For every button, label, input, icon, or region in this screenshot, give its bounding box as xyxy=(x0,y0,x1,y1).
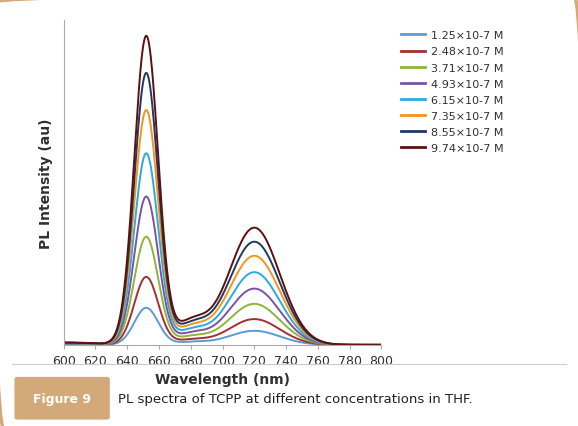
Text: PL spectra of TCPP at different concentrations in THF.: PL spectra of TCPP at different concentr… xyxy=(118,392,473,405)
Legend: 1.25×10-7 M, 2.48×10-7 M, 3.71×10-7 M, 4.93×10-7 M, 6.15×10-7 M, 7.35×10-7 M, 8.: 1.25×10-7 M, 2.48×10-7 M, 3.71×10-7 M, 4… xyxy=(397,27,508,158)
X-axis label: Wavelength (nm): Wavelength (nm) xyxy=(155,373,290,386)
Text: Figure 9: Figure 9 xyxy=(34,392,91,405)
Y-axis label: PL Intensity (au): PL Intensity (au) xyxy=(39,118,53,248)
